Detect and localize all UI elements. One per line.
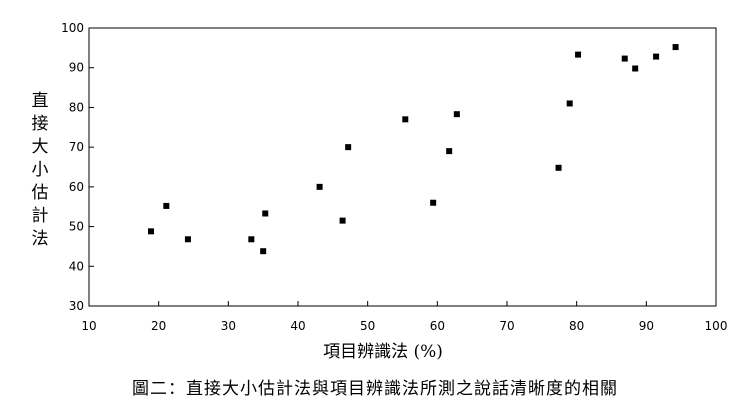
y-tick-label: 30 [69,299,84,313]
y-tick-label: 80 [69,100,84,114]
data-point [262,210,269,217]
y-axis: 30 40 50 60 70 80 90 100 [61,21,94,313]
data-point [430,199,437,206]
y-tick-label: 100 [61,21,84,35]
x-tick-label: 100 [705,319,728,333]
data-point [184,236,191,243]
x-axis: 10 20 30 40 50 60 70 80 90 100 [81,301,727,333]
plot-area [88,27,717,307]
x-tick-label: 80 [569,319,584,333]
x-tick-label: 20 [151,319,166,333]
data-points [148,44,679,255]
data-point [316,183,323,190]
data-point [345,144,352,151]
data-point [260,248,267,255]
y-axis-label: 直接大小估計法 [32,91,49,249]
x-axis-label: 項目辨識法 (%) [323,342,443,362]
data-point [672,44,679,51]
data-point [163,202,170,209]
data-point [566,100,573,107]
y-tick-label: 40 [69,259,84,273]
data-point [148,228,155,235]
data-point [339,217,346,224]
data-point [653,53,660,60]
data-point [555,164,562,171]
y-tick-label: 90 [69,61,84,75]
x-tick-label: 50 [360,319,375,333]
figure-caption: 圖二：直接大小估計法與項目辨識法所測之說話清晰度的相關 [132,379,618,399]
x-tick-label: 10 [81,319,96,333]
y-tick-label: 50 [69,220,84,234]
x-tick-label: 70 [499,319,514,333]
y-tick-label: 70 [69,140,84,154]
data-point [621,55,628,62]
x-tick-label: 40 [290,319,305,333]
data-point [402,116,409,123]
x-tick-label: 30 [221,319,236,333]
data-point [632,65,639,72]
data-point [453,111,460,118]
x-tick-label: 90 [639,319,654,333]
y-tick-label: 60 [69,180,84,194]
data-point [446,148,453,155]
data-point [248,236,255,243]
data-point [575,51,582,58]
x-tick-label: 60 [430,319,445,333]
